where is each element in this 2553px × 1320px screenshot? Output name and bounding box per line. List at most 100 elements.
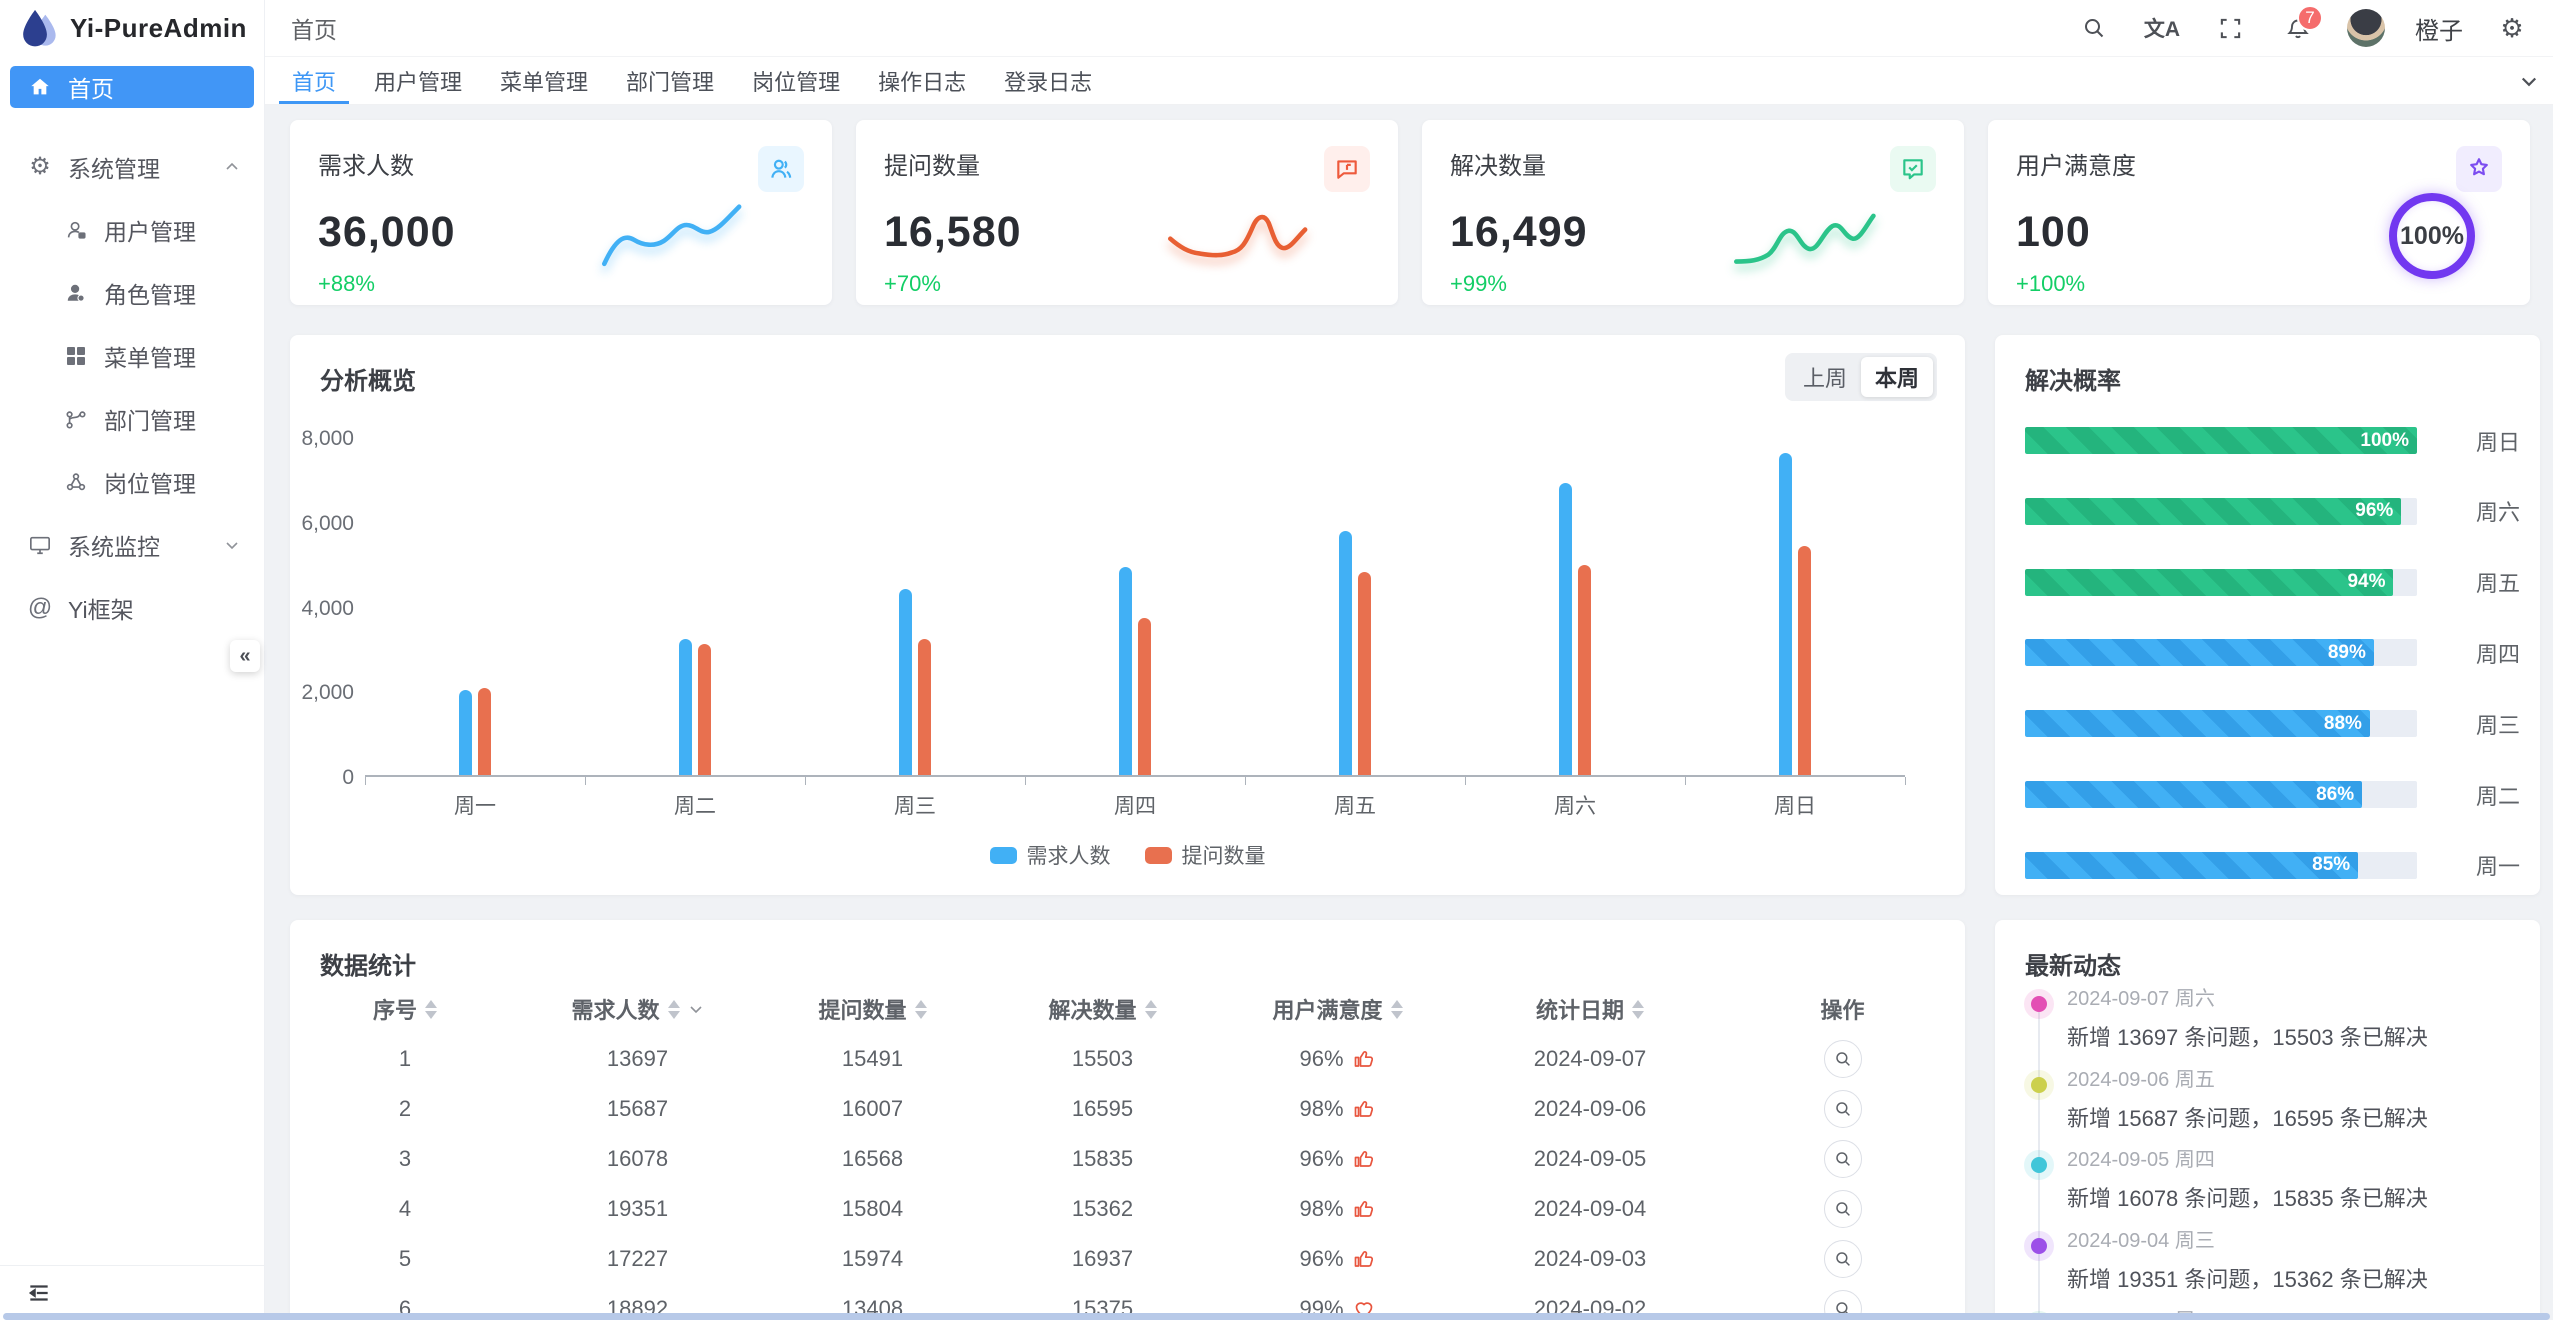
sort-carets-icon[interactable] bbox=[914, 999, 927, 1019]
satisfaction-ring-label: 100% bbox=[2400, 221, 2464, 250]
column-header: 操作 bbox=[1820, 998, 1865, 1023]
bar-需求人数-周六 bbox=[1559, 482, 1572, 775]
stat-card-solved: 解决数量 16,499 +99% bbox=[1422, 120, 1964, 305]
gear-icon[interactable]: ⚙ bbox=[2500, 13, 2524, 43]
sidebar-item-yi-framework[interactable]: @ Yi框架 bbox=[10, 587, 254, 629]
fullscreen-icon[interactable] bbox=[2211, 9, 2249, 47]
heart-icon bbox=[1352, 1297, 1376, 1320]
logo-row[interactable]: Yi-PureAdmin bbox=[0, 0, 264, 57]
sidebar-item-label: 系统监控 bbox=[68, 534, 160, 560]
stat-title: 解决数量 bbox=[1450, 153, 1546, 180]
thumbs-up-icon bbox=[1352, 1147, 1376, 1171]
users-icon bbox=[758, 146, 804, 192]
sidebar-collapse-button[interactable]: « bbox=[230, 640, 260, 672]
row-view-button[interactable] bbox=[1823, 1240, 1862, 1278]
table-row: 1 13697 15491 15503 96% 2024-09-07 bbox=[290, 1034, 1965, 1084]
toggle-option-1[interactable]: 本周 bbox=[1860, 357, 1933, 397]
row-view-button[interactable] bbox=[1823, 1140, 1862, 1178]
panel-title: 解决概率 bbox=[2025, 368, 2121, 395]
magnifier-icon bbox=[1834, 1100, 1852, 1118]
horizontal-scrollbar[interactable] bbox=[3, 1313, 2550, 1320]
magnifier-icon bbox=[1834, 1150, 1852, 1168]
tabs-dropdown-chevron-icon[interactable] bbox=[2505, 57, 2553, 104]
progress-label: 周五 bbox=[2475, 571, 2520, 597]
main-content: 需求人数 36,000 +88% 提问数量 16,580 +70% bbox=[265, 105, 2553, 1320]
bar-提问数量-周五 bbox=[1358, 571, 1371, 775]
column-header[interactable]: 用户满意度 bbox=[1215, 993, 1460, 1025]
avatar[interactable] bbox=[2347, 9, 2385, 47]
tag-view-bar: 首页 用户管理 菜单管理 部门管理 岗位管理 操作日志 登录日志 bbox=[265, 57, 2553, 105]
sidebar-item-user-mgmt[interactable]: 用户管理 bbox=[10, 209, 254, 251]
bar-需求人数-周一 bbox=[458, 690, 472, 775]
top-header: 首页 文A 7 橙子 ⚙ bbox=[265, 0, 2553, 57]
sidebar-item-home[interactable]: 首页 bbox=[10, 66, 254, 108]
tab-3[interactable]: 部门管理 bbox=[626, 69, 715, 95]
table-header: 序号 需求人数 提问数量 解决数量 用户满意度 统计日期 操作 bbox=[290, 984, 1965, 1034]
y-tick-label: 6,000 bbox=[301, 511, 354, 535]
sidebar-item-label: 用户管理 bbox=[104, 219, 196, 245]
sidebar-item-menu-mgmt[interactable]: 菜单管理 bbox=[10, 335, 254, 377]
row-view-button[interactable] bbox=[1823, 1190, 1862, 1228]
tab-1[interactable]: 用户管理 bbox=[374, 69, 463, 95]
column-header[interactable]: 提问数量 bbox=[755, 993, 990, 1025]
timeline-date: 2024-09-06 周五 bbox=[2067, 1068, 2215, 1091]
tab-4[interactable]: 岗位管理 bbox=[752, 69, 841, 95]
x-axis-tick bbox=[1025, 777, 1026, 785]
progress-track: 86% bbox=[2025, 781, 2417, 808]
sort-carets-icon[interactable] bbox=[1632, 999, 1644, 1019]
sort-carets-icon[interactable] bbox=[425, 999, 437, 1019]
sort-carets-icon[interactable] bbox=[667, 999, 680, 1019]
bar-提问数量-周一 bbox=[477, 688, 491, 775]
search-icon[interactable] bbox=[2075, 9, 2113, 47]
sidebar-item-label: 岗位管理 bbox=[104, 471, 196, 497]
tab-6[interactable]: 登录日志 bbox=[1004, 69, 1093, 95]
x-axis-tick bbox=[1465, 777, 1466, 785]
progress-label: 周六 bbox=[2475, 500, 2520, 526]
progress-label: 周日 bbox=[2475, 429, 2520, 455]
progress-fill: 94% bbox=[2025, 568, 2394, 596]
legend-item[interactable]: 提问数量 bbox=[1144, 840, 1266, 870]
breadcrumb[interactable]: 首页 bbox=[291, 17, 337, 43]
table-body: 1 13697 15491 15503 96% 2024-09-07 2 15687 16007… bbox=[290, 1034, 1965, 1320]
tab-5[interactable]: 操作日志 bbox=[878, 69, 967, 95]
sidebar-item-label: 首页 bbox=[68, 76, 114, 102]
panel-title: 最新动态 bbox=[2025, 953, 2121, 980]
table-row: 5 17227 15974 16937 96% 2024-09-03 bbox=[290, 1234, 1965, 1284]
sort-carets-icon[interactable] bbox=[1390, 999, 1403, 1019]
toggle-option-0[interactable]: 上周 bbox=[1802, 366, 1847, 391]
column-header[interactable]: 需求人数 bbox=[520, 993, 755, 1025]
translate-icon[interactable]: 文A bbox=[2143, 18, 2181, 41]
tab-0[interactable]: 首页 bbox=[273, 57, 355, 104]
y-tick-label: 2,000 bbox=[301, 681, 354, 705]
bar-需求人数-周五 bbox=[1339, 531, 1352, 775]
progress-fill: 88% bbox=[2025, 710, 2370, 738]
progress-track: 100% bbox=[2025, 427, 2417, 454]
column-header[interactable]: 序号 bbox=[290, 993, 520, 1025]
column-header[interactable]: 解决数量 bbox=[990, 993, 1215, 1025]
bell-icon[interactable]: 7 bbox=[2279, 5, 2323, 47]
sidebar-item-dept-mgmt[interactable]: 部门管理 bbox=[10, 398, 254, 440]
sidebar-item-role-mgmt[interactable]: 角色管理 bbox=[10, 272, 254, 314]
row-view-button[interactable] bbox=[1823, 1040, 1862, 1078]
filter-chevron-icon[interactable] bbox=[688, 1001, 704, 1017]
sidebar-item-system-mgmt[interactable]: ⚙ 系统管理 bbox=[10, 146, 254, 188]
username[interactable]: 橙子 bbox=[2415, 17, 2463, 45]
legend-item[interactable]: 需求人数 bbox=[989, 840, 1111, 870]
x-tick-label: 周六 bbox=[1554, 795, 1596, 818]
x-tick-label: 周五 bbox=[1334, 795, 1376, 818]
sidebar-item-system-monitor[interactable]: 系统监控 bbox=[10, 524, 254, 566]
timeline: 2024-09-07 周六 新增 13697 条问题，15503 条已解决 2024… bbox=[2031, 982, 2524, 1320]
chat-icon bbox=[1324, 146, 1370, 192]
panel-title: 数据统计 bbox=[320, 953, 416, 980]
sort-carets-icon[interactable] bbox=[1144, 999, 1157, 1019]
tab-2[interactable]: 菜单管理 bbox=[500, 69, 589, 95]
user-lock-icon bbox=[64, 218, 88, 242]
y-tick-label: 0 bbox=[342, 766, 354, 789]
bar-提问数量-周六 bbox=[1578, 565, 1591, 775]
panel-collapse-icon[interactable] bbox=[26, 1280, 52, 1306]
sidebar-item-post-mgmt[interactable]: 岗位管理 bbox=[10, 461, 254, 503]
column-header[interactable]: 统计日期 bbox=[1460, 993, 1720, 1025]
solve-rate-row: 100% 周日 bbox=[2025, 427, 2520, 455]
row-view-button[interactable] bbox=[1823, 1090, 1862, 1128]
x-axis-tick bbox=[805, 777, 806, 785]
